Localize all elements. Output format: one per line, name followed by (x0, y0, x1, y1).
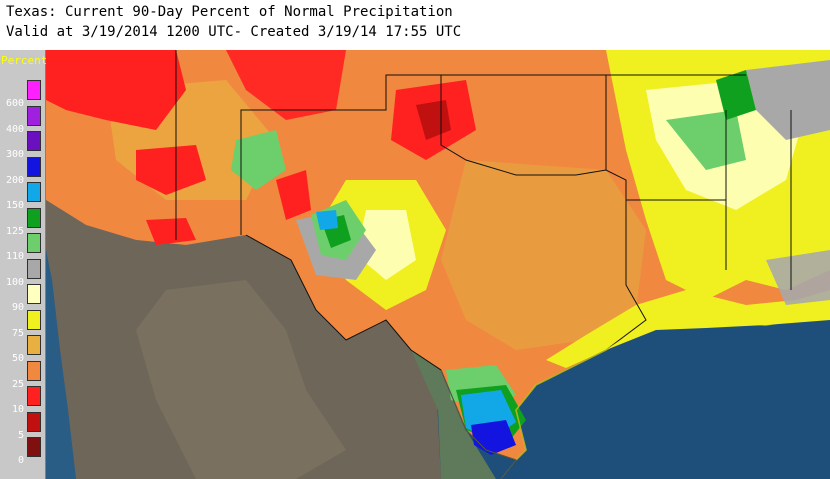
legend-swatch-600 (27, 80, 41, 100)
mexico-highlands (136, 280, 346, 479)
legend-label-600: 600 (5, 98, 24, 109)
zone-90-central (356, 210, 416, 280)
legend-swatch-200 (27, 156, 41, 177)
zone-125-northeast (716, 70, 756, 120)
zone-150-central (316, 210, 338, 230)
zone-100-northeast (746, 60, 830, 140)
map-title: Texas: Current 90-Day Percent of Normal … (6, 4, 453, 20)
zone-50-east-tx (441, 160, 646, 350)
legend-label-0: 0 (17, 455, 24, 466)
mexico-coastline (440, 369, 517, 479)
legend-swatch-25 (27, 360, 41, 381)
zone-100-southeast (766, 250, 830, 305)
gulf-coastline (515, 314, 830, 461)
legend-swatch-0 (27, 437, 41, 457)
legend-swatch-5 (27, 411, 41, 432)
legend-label-10: 10 (11, 404, 24, 415)
zone-10-far-west (146, 218, 196, 245)
legend-swatch-50 (27, 335, 41, 355)
legend-label-300: 300 (5, 149, 24, 160)
legend-label-5: 5 (17, 429, 24, 441)
legend-label-100: 100 (5, 276, 24, 288)
zone-5-oklahoma (416, 100, 451, 140)
map-canvas (46, 50, 830, 479)
legend-label-150: 150 (5, 200, 24, 211)
zone-10-panhandle (276, 170, 311, 220)
legend-swatch-150 (27, 182, 41, 202)
legend-swatch-100 (27, 258, 41, 279)
legend-swatch-90 (27, 284, 41, 304)
legend-label-90: 90 (11, 302, 24, 313)
mexico-coastal-lowland (411, 350, 496, 479)
header: Texas: Current 90-Day Percent of Normal … (0, 0, 830, 50)
zone-10-nm-south (136, 145, 206, 195)
legend-swatch-10 (27, 386, 41, 406)
legend-label-50: 50 (11, 353, 24, 364)
legend-title: Percent (1, 54, 48, 67)
zone-10-dots (46, 65, 96, 105)
legend-label-75: 75 (11, 327, 24, 339)
zone-10-panhandle-north (226, 50, 346, 120)
zone-75-coast (546, 290, 830, 368)
precipitation-map[interactable] (46, 50, 830, 479)
legend-swatch-300 (27, 131, 41, 151)
legend-swatch-75 (27, 309, 41, 330)
legend: Percent 600 400 300 200 150 125 110 100 90 75 50 25… (0, 50, 48, 479)
legend-swatch-110 (27, 233, 41, 253)
legend-label-25: 25 (11, 378, 24, 390)
legend-label-200: 200 (5, 174, 24, 186)
map-subtitle: Valid at 3/19/2014 1200 UTC- Created 3/1… (6, 24, 462, 40)
legend-swatch-400 (27, 105, 41, 126)
legend-label-125: 125 (5, 225, 24, 237)
pacific-ocean (46, 210, 76, 479)
legend-swatch-125 (27, 207, 41, 228)
legend-label-400: 400 (5, 123, 24, 135)
legend-label-110: 110 (5, 251, 24, 262)
zone-110-trans-pecos (231, 130, 286, 190)
